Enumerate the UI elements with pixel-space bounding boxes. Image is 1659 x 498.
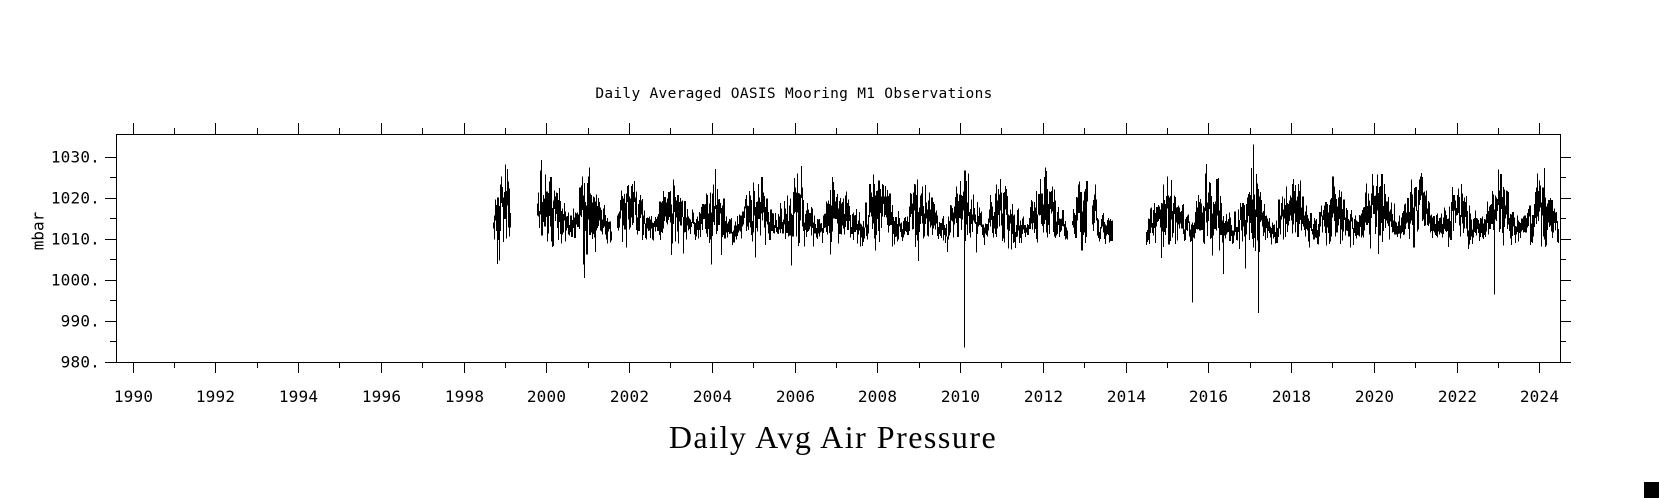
y-tick-label: 1010. xyxy=(51,230,100,249)
pressure-series xyxy=(493,144,1559,348)
x-tick-label: 2014 xyxy=(1107,387,1146,406)
x-axis-title: Daily Avg Air Pressure xyxy=(668,419,998,455)
x-tick-label: 1998 xyxy=(445,387,484,406)
x-tick-label: 2002 xyxy=(610,387,649,406)
x-tick-label: 1994 xyxy=(279,387,318,406)
x-tick-label: 2024 xyxy=(1520,387,1559,406)
x-tick-label: 1990 xyxy=(114,387,153,406)
y-tick-label: 1020. xyxy=(51,189,100,208)
x-tick-label: 2010 xyxy=(941,387,980,406)
x-tick-label: 2018 xyxy=(1272,387,1311,406)
x-tick-label: 2022 xyxy=(1438,387,1477,406)
plot-frame xyxy=(116,134,1561,363)
y-tick-label: 1000. xyxy=(51,271,100,290)
corner-marker xyxy=(1644,482,1659,498)
x-tick-label: 2006 xyxy=(776,387,815,406)
y-tick-label: 1030. xyxy=(51,148,100,167)
x-tick-label: 2020 xyxy=(1355,387,1394,406)
chart-title: Daily Averaged OASIS Mooring M1 Observat… xyxy=(595,86,993,102)
x-tick-label: 2012 xyxy=(1024,387,1063,406)
x-tick-label: 1992 xyxy=(196,387,235,406)
x-tick-label: 2004 xyxy=(693,387,732,406)
x-tick-label: 1996 xyxy=(362,387,401,406)
x-tick-label: 2000 xyxy=(527,387,566,406)
y-tick-label: 990. xyxy=(61,312,100,331)
x-tick-label: 2008 xyxy=(858,387,897,406)
y-tick-label: 980. xyxy=(61,353,100,372)
x-tick-label: 2016 xyxy=(1189,387,1228,406)
